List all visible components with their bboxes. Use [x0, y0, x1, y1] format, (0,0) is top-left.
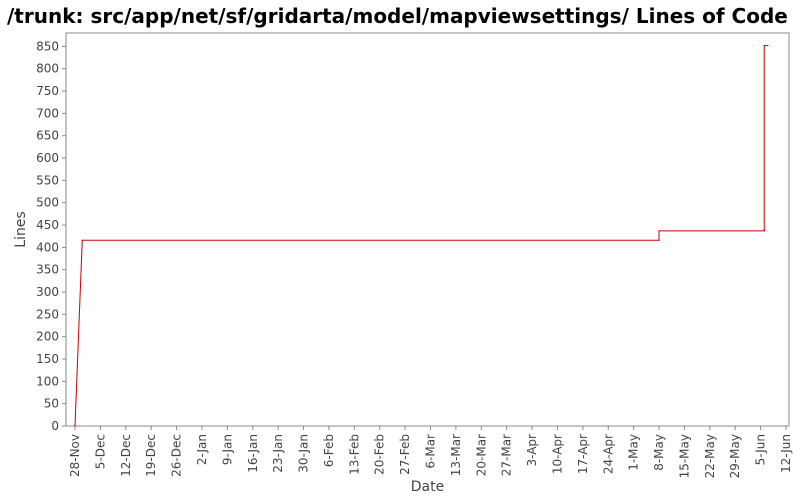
series-line-0: [74, 45, 768, 427]
y-tick-label: 800: [36, 62, 59, 76]
x-tick-label: 9-Jan: [220, 434, 234, 465]
x-tick-label: 10-Apr: [550, 434, 564, 474]
x-tick-label: 20-Mar: [474, 434, 488, 476]
y-axis: 0 50 100 150 200 250 300 350 400 450 500 550 600 650 7…: [36, 39, 66, 433]
x-axis-label: Date: [411, 479, 444, 495]
x-tick-label: 6-Feb: [322, 434, 336, 467]
y-tick-label: 50: [44, 397, 59, 411]
y-axis-label: Lines: [13, 211, 29, 247]
data-point: [763, 230, 765, 232]
series-layer: [74, 44, 769, 427]
x-tick-label: 13-Feb: [347, 434, 361, 475]
x-tick-label: 8-May: [652, 434, 666, 471]
plot-area: [65, 32, 790, 427]
y-tick-label: 0: [51, 419, 59, 433]
x-tick-label: 12-Dec: [119, 434, 133, 477]
y-tick-label: 450: [36, 218, 59, 232]
x-tick-label: 19-Dec: [144, 434, 158, 477]
x-tick-label: 2-Jan: [195, 434, 209, 465]
y-tick-label: 650: [36, 129, 59, 143]
y-tick-label: 850: [36, 39, 59, 53]
x-tick-label: 5-Jun: [754, 434, 768, 465]
x-tick-label: 26-Dec: [170, 434, 184, 477]
data-point: [767, 44, 769, 47]
x-tick-label: 6-Mar: [424, 434, 438, 469]
y-tick-label: 600: [36, 151, 59, 165]
x-tick-label: 23-Jan: [271, 434, 285, 473]
data-point: [81, 239, 83, 241]
data-point: [763, 228, 765, 231]
x-tick-label: 27-Feb: [398, 434, 412, 475]
data-point: [763, 44, 765, 47]
x-tick-label: 12-Jun: [779, 434, 793, 473]
y-tick-label: 150: [36, 352, 59, 366]
x-tick-label: 3-Apr: [525, 434, 539, 467]
data-point: [658, 230, 660, 232]
x-tick-label: 13-Mar: [449, 434, 463, 476]
x-tick-label: 20-Feb: [373, 434, 387, 475]
x-tick-label: 29-May: [728, 434, 742, 478]
data-point: [74, 425, 76, 427]
chart-title: /trunk: src/app/net/sf/gridarta/model/ma…: [7, 4, 788, 28]
y-tick-label: 250: [36, 307, 59, 321]
x-axis: 28-Nov 5-Dec 12-Dec 19-Dec 26-Dec 2-Jan 9-Jan 1…: [68, 426, 793, 478]
y-tick-label: 400: [36, 240, 59, 254]
y-tick-label: 700: [36, 106, 59, 120]
y-tick-label: 300: [36, 285, 59, 299]
y-tick-label: 350: [36, 263, 59, 277]
y-tick-label: 550: [36, 173, 59, 187]
x-tick-label: 16-Jan: [246, 434, 260, 473]
x-tick-label: 15-May: [677, 434, 691, 478]
data-point: [658, 239, 660, 241]
x-tick-label: 5-Dec: [93, 434, 107, 469]
x-tick-label: 24-Apr: [601, 434, 615, 474]
y-tick-label: 750: [36, 84, 59, 98]
x-tick-label: 30-Jan: [297, 434, 311, 473]
x-tick-label: 1-May: [627, 434, 641, 471]
y-tick-label: 100: [36, 374, 59, 388]
y-tick-label: 200: [36, 330, 59, 344]
x-tick-label: 17-Apr: [576, 434, 590, 474]
x-tick-label: 27-Mar: [500, 434, 514, 476]
x-tick-label: 28-Nov: [68, 434, 82, 477]
x-tick-label: 22-May: [703, 434, 717, 478]
y-tick-label: 500: [36, 196, 59, 210]
